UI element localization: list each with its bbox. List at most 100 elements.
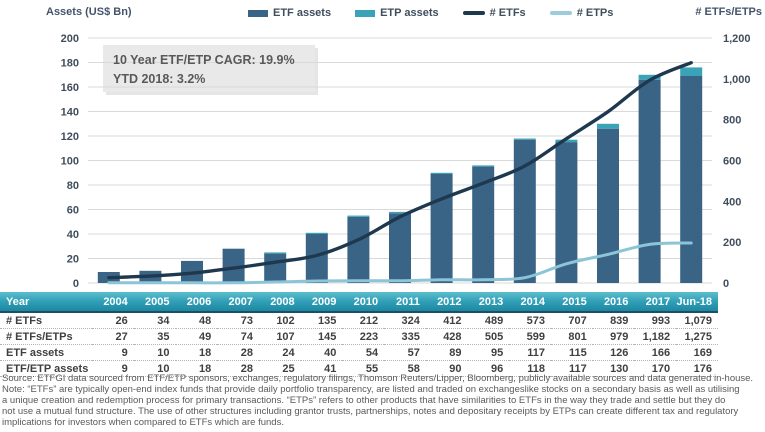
table-header-cell-2008: 2008 (258, 292, 301, 313)
bar-etp-assets-jun-18 (680, 67, 703, 76)
table-cell: 54 (342, 344, 385, 361)
table-cell: 95 (467, 344, 510, 361)
bar-etp-assets-2015 (555, 139, 578, 143)
left-axis-tick: 20 (67, 254, 79, 266)
table-cell: 74 (217, 328, 259, 345)
table-cell: 118 (509, 360, 551, 377)
bar-etp-assets-2010 (347, 215, 370, 217)
table-cell: 707 (550, 312, 593, 329)
bar-etf-assets-2016 (597, 128, 619, 283)
table-cell: 10 (133, 360, 176, 377)
table-cell: 993 (634, 312, 677, 329)
table-cell: 10 (133, 344, 176, 361)
table-cell: 573 (509, 312, 551, 329)
table-header-cell-2011: 2011 (384, 292, 426, 313)
left-axis-tick: 40 (67, 229, 79, 241)
bar-etf-assets-2010 (347, 216, 370, 283)
table-header-cell-2004: 2004 (92, 292, 134, 313)
table-cell: 48 (175, 312, 218, 329)
bar-etf-assets-2009 (305, 234, 328, 283)
bar-etp-assets-2013 (472, 165, 495, 167)
table-cell: 1,275 (676, 328, 718, 345)
table-cell: 26 (92, 312, 134, 329)
table-cell: 18 (175, 360, 218, 377)
table-cell: 107 (258, 328, 301, 345)
table-cell: 979 (592, 328, 635, 345)
table-cell: 117 (509, 344, 551, 361)
table-cell: 49 (175, 328, 218, 345)
legend-item-etf-assets: ETF assets (248, 7, 331, 19)
cagr-annotation: 10 Year ETF/ETP CAGR: 19.9% YTD 2018: 3.… (113, 51, 295, 89)
right-axis-tick: 1,200 (723, 33, 751, 45)
bar-etf-assets-2011 (389, 213, 411, 283)
table-row-etfs: # ETFs 26 34 48 73 102 135 212 324 412 489 573 707 83… (0, 312, 718, 329)
table-cell: 169 (676, 344, 718, 361)
table-row-etfs-etps: # ETFs/ETPs 27 35 49 74 107 145 223 335 428 505 599… (0, 328, 718, 345)
table-cell: 41 (300, 360, 343, 377)
legend-swatch-etp-assets (355, 9, 376, 17)
table-header-cell-2009: 2009 (300, 292, 343, 313)
bar-etp-assets-2017 (638, 74, 661, 80)
table-head: Year 2004 2005 2006 2007 2008 2009 2010 2011 2012… (0, 292, 718, 313)
table-cell: 223 (342, 328, 385, 345)
table-header-cell-2006: 2006 (175, 292, 218, 313)
table-cell: 35 (133, 328, 176, 345)
data-table: Year 2004 2005 2006 2007 2008 2009 2010 2011 2012… (0, 292, 718, 377)
right-axis-tick: 1,000 (723, 74, 751, 86)
left-axis-tick: 100 (61, 156, 79, 168)
table-cell: 24 (258, 344, 301, 361)
table-cell: 412 (425, 312, 468, 329)
footnote-line-4: not use a mutual fund structure. The use… (2, 406, 739, 417)
table-cell: 96 (467, 360, 510, 377)
table-row-etf-etp-assets: ETF/ETP assets 9 10 18 28 25 41 55 58 90 96 118 117 1… (0, 360, 718, 377)
row-label: ETF assets (0, 344, 93, 361)
table-cell: 27 (92, 328, 134, 345)
table-header-cell-2007: 2007 (217, 292, 259, 313)
right-axis-title: # ETFs/ETPs (695, 6, 762, 18)
legend: ETF assets ETP assets # ETFs # ETPs (248, 5, 613, 21)
table-cell: 599 (509, 328, 551, 345)
footnote-line-3: a unique creation and redemption process… (2, 395, 726, 406)
table-header-cell-year: Year (0, 292, 93, 313)
bar-etp-assets-2009 (305, 232, 328, 234)
right-axis-tick: 0 (723, 278, 729, 290)
legend-swatch-etf-assets (248, 9, 268, 17)
table-cell: 489 (467, 312, 510, 329)
table-cell: 18 (175, 344, 218, 361)
table-cell: 324 (384, 312, 426, 329)
table-cell: 40 (300, 344, 343, 361)
table-cell: 34 (133, 312, 176, 329)
table-body: # ETFs 26 34 48 73 102 135 212 324 412 489 573 707 83… (0, 312, 718, 377)
chart-header: Assets (US$ Bn) ETF assets ETP assets # ET… (0, 3, 765, 23)
bar-etf-assets-2007 (222, 248, 245, 283)
legend-label: # ETFs (489, 7, 526, 19)
right-axis-tick: 200 (723, 237, 741, 249)
left-axis-tick: 0 (73, 278, 79, 290)
legend-item-etp-assets: ETP assets (355, 7, 439, 19)
table-cell: 145 (300, 328, 343, 345)
table-cell: 55 (342, 360, 385, 377)
cagr-annotation-line1: 10 Year ETF/ETP CAGR: 19.9% (113, 53, 295, 67)
table-cell: 117 (550, 360, 593, 377)
table-cell: 115 (550, 344, 593, 361)
row-label: ETF/ETP assets (0, 360, 93, 377)
left-axis-tick: 200 (61, 33, 79, 45)
table-header-cell-jun-18: Jun-18 (676, 292, 718, 313)
left-axis-title: Assets (US$ Bn) (46, 6, 132, 18)
table-row-etf-assets: ETF assets 9 10 18 28 24 40 54 57 89 95 117 115 126 16… (0, 344, 718, 361)
row-label: # ETFs/ETPs (0, 328, 93, 345)
row-label: # ETFs (0, 312, 93, 329)
bar-etf-assets-2008 (264, 253, 287, 283)
footnote-line-2: Note: “ETFs” are typically open-end inde… (2, 384, 740, 395)
legend-item-etps: # ETPs (549, 7, 613, 19)
table-cell: 1,079 (676, 312, 718, 329)
table-cell: 170 (634, 360, 677, 377)
bar-etf-assets-2014 (513, 139, 536, 283)
right-axis-tick: 400 (723, 196, 741, 208)
bar-etp-assets-2011 (389, 211, 411, 214)
legend-label: ETF assets (273, 7, 332, 19)
table-cell: 126 (592, 344, 635, 361)
table-cell: 166 (634, 344, 677, 361)
line-num-etfs (107, 61, 693, 280)
bar-etf-assets-jun-18 (680, 76, 703, 283)
